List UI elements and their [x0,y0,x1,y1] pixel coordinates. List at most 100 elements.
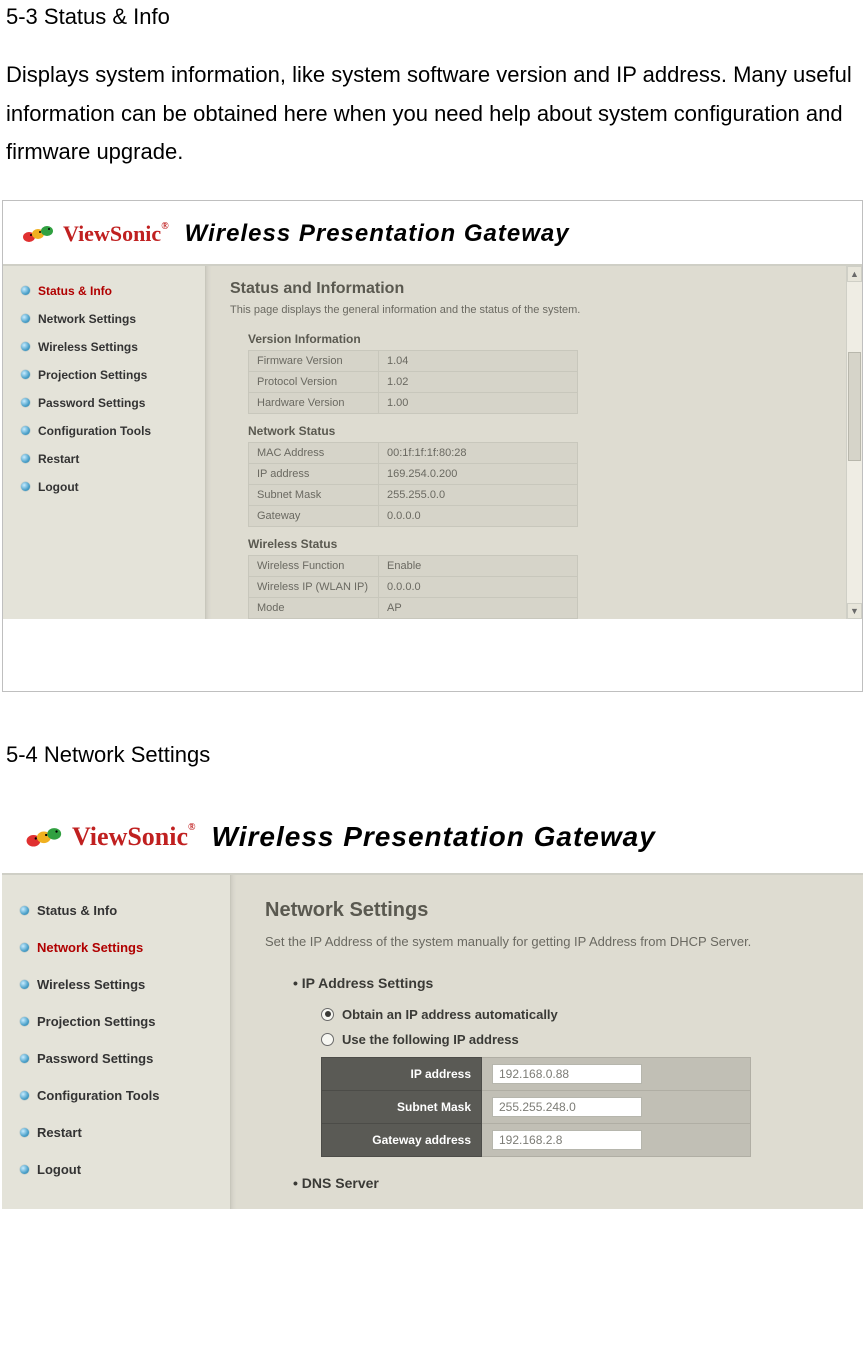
table-network-status: MAC Address00:1f:1f:1f:80:28 IP address1… [248,442,578,527]
panel-description: This page displays the general informati… [230,304,838,316]
bullet-icon [21,398,30,407]
section-network-status: Network Status [248,424,838,438]
cell-key: Gateway [249,505,379,526]
cell-value: Enable [379,555,578,576]
sidebar-item-password[interactable]: Password Settings [20,1051,220,1066]
sidebar-label: Wireless Settings [38,340,138,354]
sidebar-label: Network Settings [38,312,136,326]
sidebar-label: Network Settings [37,940,143,955]
cell-key: Mode [249,597,379,618]
bullet-icon [20,980,29,989]
cell-key: Wireless IP (WLAN IP) [249,576,379,597]
table-row: Firmware Version1.04 [249,350,578,371]
cell-key: MAC Address [249,442,379,463]
table-row: Gateway address [322,1123,751,1156]
app-header: ViewSonic® Wireless Presentation Gateway [2,798,863,873]
content-panel: Status and Information This page display… [205,266,862,619]
sidebar-label: Restart [38,452,79,466]
sidebar-item-password[interactable]: Password Settings [21,396,195,410]
sidebar-label: Projection Settings [38,368,147,382]
bullet-icon [21,370,30,379]
bullet-icon [20,1128,29,1137]
table-row: Hardware Version1.00 [249,392,578,413]
app-title: Wireless Presentation Gateway [212,821,656,853]
sidebar-item-network[interactable]: Network Settings [20,940,220,955]
ip-address-input[interactable] [492,1064,642,1084]
subnet-mask-input[interactable] [492,1097,642,1117]
birds-logo-icon [21,219,57,250]
sidebar-item-restart[interactable]: Restart [20,1125,220,1140]
cell-value: 255.255.0.0 [379,484,578,505]
sidebar-item-projection[interactable]: Projection Settings [20,1014,220,1029]
cell-key: Hardware Version [249,392,379,413]
radio-icon [321,1008,334,1021]
sidebar-item-logout[interactable]: Logout [20,1162,220,1177]
cell-value: 1.02 [379,371,578,392]
table-row: Subnet Mask255.255.0.0 [249,484,578,505]
sidebar-item-projection[interactable]: Projection Settings [21,368,195,382]
panel-title: Network Settings [265,899,839,922]
sidebar: Status & Info Network Settings Wireless … [2,875,230,1209]
sidebar-label: Password Settings [38,396,145,410]
cell-value: 0.0.0.0 [379,505,578,526]
scroll-thumb[interactable] [848,352,861,461]
bullet-icon [20,1054,29,1063]
sidebar-item-network[interactable]: Network Settings [21,312,195,326]
table-row: Subnet Mask [322,1090,751,1123]
bullet-icon [20,906,29,915]
bullet-icon [20,1017,29,1026]
cell-key: Firmware Version [249,350,379,371]
cell-value: 1.00 [379,392,578,413]
bullet-icon [21,482,30,491]
bullet-icon [21,426,30,435]
brand-name: ViewSonic® [72,822,196,852]
sidebar: Status & Info Network Settings Wireless … [3,266,205,619]
screenshot-status-info: ViewSonic® Wireless Presentation Gateway… [2,200,863,692]
doc-paragraph-1: Displays system information, like system… [0,40,865,200]
scroll-down-icon[interactable]: ▼ [847,603,862,619]
sidebar-item-wireless[interactable]: Wireless Settings [20,977,220,992]
sidebar-item-status-info[interactable]: Status & Info [21,284,195,298]
sidebar-item-status-info[interactable]: Status & Info [20,903,220,918]
bullet-icon [21,286,30,295]
table-row: IP address [322,1057,751,1090]
bullet-icon [20,943,29,952]
table-row: Wireless FunctionEnable [249,555,578,576]
scroll-up-icon[interactable]: ▲ [847,266,862,282]
cell-value: AP [379,597,578,618]
sidebar-item-wireless[interactable]: Wireless Settings [21,340,195,354]
bullet-icon [21,314,30,323]
panel-title: Status and Information [230,280,838,298]
table-row: IP address169.254.0.200 [249,463,578,484]
table-row: MAC Address00:1f:1f:1f:80:28 [249,442,578,463]
gateway-address-input[interactable] [492,1130,642,1150]
table-wireless-status: Wireless FunctionEnable Wireless IP (WLA… [248,555,578,619]
bullet-icon [21,454,30,463]
table-row: Wireless IP (WLAN IP)0.0.0.0 [249,576,578,597]
form-label: Gateway address [322,1123,482,1156]
cell-key: Wireless Function [249,555,379,576]
scrollbar[interactable]: ▲ ▼ [846,266,862,619]
table-ip-form: IP address Subnet Mask Gateway address [321,1057,751,1157]
radio-use-following[interactable]: Use the following IP address [321,1032,839,1047]
form-label: IP address [322,1057,482,1090]
sidebar-item-logout[interactable]: Logout [21,480,195,494]
table-version-info: Firmware Version1.04 Protocol Version1.0… [248,350,578,414]
radio-obtain-auto[interactable]: Obtain an IP address automatically [321,1007,839,1022]
sidebar-item-restart[interactable]: Restart [21,452,195,466]
section-dns-server: DNS Server [293,1175,839,1191]
sidebar-label: Projection Settings [37,1014,155,1029]
sidebar-item-config-tools[interactable]: Configuration Tools [21,424,195,438]
sidebar-label: Status & Info [38,284,112,298]
section-version-info: Version Information [248,332,838,346]
bullet-icon [20,1165,29,1174]
sidebar-label: Wireless Settings [37,977,145,992]
radio-label: Use the following IP address [342,1032,519,1047]
bullet-icon [21,342,30,351]
table-row: Gateway0.0.0.0 [249,505,578,526]
sidebar-item-config-tools[interactable]: Configuration Tools [20,1088,220,1103]
radio-icon [321,1033,334,1046]
brand-name: ViewSonic® [63,221,169,247]
form-label: Subnet Mask [322,1090,482,1123]
bullet-icon [20,1091,29,1100]
